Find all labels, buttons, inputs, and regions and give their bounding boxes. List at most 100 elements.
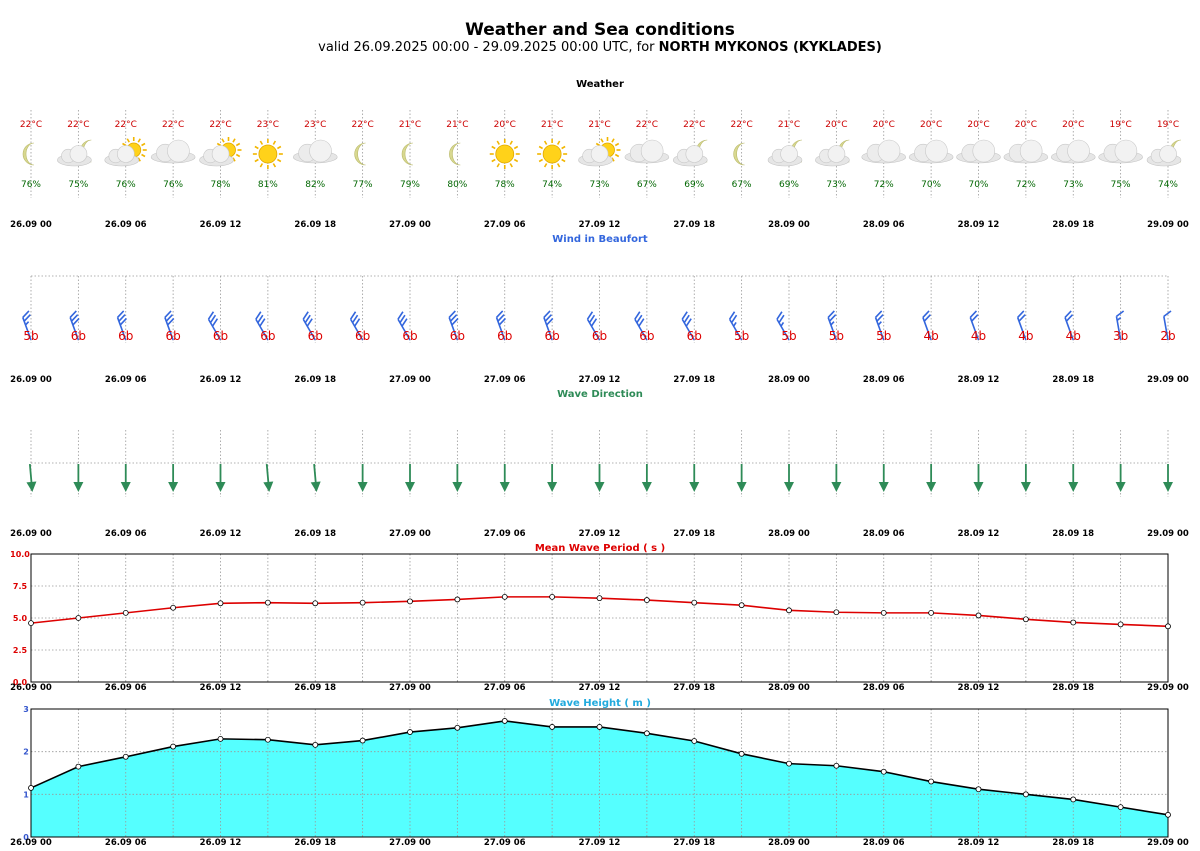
time-tick-label: 28.09 18: [1052, 838, 1094, 848]
period-point: [975, 612, 982, 619]
cloud-moon-icon: [57, 139, 92, 167]
cloud-icon: [908, 139, 954, 164]
cloud-icon: [1050, 139, 1096, 164]
period-point: [170, 604, 177, 611]
beaufort-label: 6b: [260, 329, 275, 343]
cloud-puff: [972, 139, 996, 163]
arrow-shaft: [28, 463, 33, 485]
humidity-label: 70%: [968, 180, 988, 190]
time-tick-label: 28.09 06: [863, 375, 905, 385]
sun-ray: [509, 163, 513, 168]
cloud-icon: [815, 145, 850, 167]
moon-icon: [449, 142, 461, 166]
barb-flag: [257, 314, 264, 324]
arrow-head: [405, 482, 415, 492]
barb-flag: [72, 317, 80, 326]
time-tick-label: 27.09 12: [579, 529, 621, 539]
wave-arrow: [405, 464, 415, 492]
barb-flag: [448, 310, 456, 318]
temperature-label: 23°C: [257, 120, 279, 130]
wave-arrow: [926, 464, 937, 492]
time-tick-label: 28.09 18: [1052, 683, 1094, 693]
cloud-icon: [150, 139, 196, 164]
height-point: [738, 750, 745, 757]
cloud-puff: [827, 145, 846, 163]
wave-arrow: [168, 464, 179, 492]
time-tick-label: 27.09 06: [484, 220, 526, 230]
temperature-label: 22°C: [352, 120, 374, 130]
cloud-puff: [685, 145, 704, 163]
humidity-label: 69%: [779, 180, 799, 190]
barb-flag: [118, 314, 126, 322]
wind-barb: [397, 311, 411, 341]
sun-ray: [277, 158, 282, 163]
period-point: [880, 609, 887, 616]
height-point: [407, 729, 413, 735]
height-point: [501, 718, 508, 724]
period-point: [738, 602, 745, 609]
y-tick-label: 3: [23, 705, 29, 714]
sun-ray: [611, 138, 615, 143]
humidity-label: 75%: [68, 180, 88, 190]
barb-flag: [116, 310, 125, 318]
period-point: [75, 615, 82, 621]
arrow-head: [263, 481, 274, 492]
height-point: [1117, 804, 1124, 811]
barb-flag: [681, 311, 688, 320]
sun-icon: [252, 139, 283, 169]
moon-icon: [354, 142, 366, 166]
temperature-label: 20°C: [1015, 120, 1037, 130]
time-tick-label: 28.09 00: [768, 529, 810, 539]
sun-ray: [126, 138, 130, 143]
cloud-icon: [1003, 139, 1049, 164]
cloud-puff: [1159, 145, 1177, 163]
barb-flag: [495, 310, 504, 318]
time-tick-label: 27.09 12: [579, 375, 621, 385]
temperature-label: 20°C: [920, 120, 942, 130]
wave-arrow: [736, 464, 747, 492]
cloud-sun-icon: [199, 137, 242, 167]
cloud-puff: [309, 139, 332, 163]
period-point: [28, 620, 34, 627]
cloud-puff: [1114, 139, 1138, 163]
humidity-label: 76%: [163, 180, 183, 190]
time-tick-label: 27.09 18: [673, 375, 715, 385]
time-tick-label: 26.09 12: [200, 838, 242, 848]
wave-arrow: [878, 464, 889, 492]
time-tick-label: 26.09 06: [105, 838, 147, 848]
wave-period-panel: Mean Wave Period ( s ) 0.0 2.5 5.0 7.5 10.0 26…: [10, 543, 1189, 693]
cloud-puff: [117, 145, 135, 163]
time-tick-label: 29.09 00: [1147, 683, 1189, 693]
barb-flag: [119, 317, 128, 326]
barb-flag: [544, 314, 553, 322]
humidity-label: 74%: [1158, 180, 1178, 190]
beaufort-label: 5b: [876, 329, 891, 343]
time-tick-label: 28.09 06: [863, 683, 905, 693]
beaufort-label: 6b: [165, 329, 180, 343]
period-point: [596, 595, 603, 602]
wind-barb: [1016, 310, 1027, 341]
period-point: [786, 607, 792, 614]
barb-flag: [1065, 314, 1074, 322]
arrow-head: [547, 482, 558, 492]
wind-barb: [1115, 310, 1125, 341]
temperature-label: 22°C: [67, 120, 89, 130]
barb-flag: [22, 310, 30, 318]
arrow-head: [831, 482, 842, 492]
beaufort-label: 6b: [450, 329, 465, 343]
humidity-label: 73%: [589, 180, 609, 190]
arrow-head: [452, 482, 463, 492]
time-tick-label: 28.09 00: [768, 683, 810, 693]
time-tick-label: 29.09 00: [1147, 529, 1189, 539]
beaufort-label: 4b: [923, 329, 938, 343]
wind-barb: [207, 311, 222, 341]
sun-ray: [561, 145, 566, 150]
humidity-label: 82%: [305, 180, 325, 190]
wave-arrow: [499, 464, 510, 492]
arrow-head: [26, 481, 37, 492]
beaufort-label: 5b: [23, 329, 38, 343]
sun-ray: [141, 142, 146, 147]
time-tick-label: 26.09 12: [200, 375, 242, 385]
sun-ray: [509, 140, 513, 145]
time-tick-label: 28.09 06: [863, 838, 905, 848]
